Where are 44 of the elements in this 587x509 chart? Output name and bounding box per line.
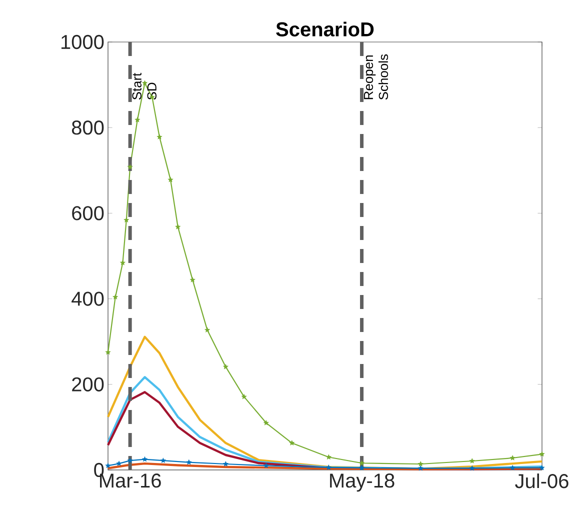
- point: [112, 294, 118, 300]
- point: [142, 80, 148, 86]
- point: [539, 464, 545, 470]
- point: [263, 462, 270, 468]
- point: [175, 224, 181, 230]
- point: [105, 349, 111, 355]
- point: [510, 464, 516, 470]
- point: [418, 465, 424, 471]
- point: [160, 458, 166, 463]
- point: [289, 440, 295, 446]
- point: [469, 458, 475, 464]
- point: [186, 459, 192, 465]
- y-tick-label: 1000: [62, 34, 104, 50]
- ref-line-label: Reopen Schools: [364, 54, 388, 100]
- x-tick-label: May-18: [330, 474, 394, 492]
- point: [358, 464, 365, 470]
- y-tick-label: 200: [72, 377, 104, 392]
- point: [168, 176, 174, 182]
- point: [134, 116, 140, 122]
- point: [358, 460, 365, 466]
- point: [418, 460, 424, 466]
- y-tick-label: 600: [72, 206, 104, 220]
- point: [190, 276, 196, 282]
- point: [222, 460, 229, 466]
- point: [142, 456, 148, 462]
- line-series: [106, 336, 544, 470]
- point: [539, 451, 545, 457]
- point: [127, 458, 133, 463]
- ref-line-label: Start SD: [132, 72, 156, 100]
- point: [326, 454, 332, 460]
- point: [263, 420, 270, 426]
- point: [469, 465, 475, 471]
- y-tick-label: 400: [72, 292, 104, 306]
- y-tick-label: 800: [72, 120, 104, 135]
- point: [204, 327, 210, 332]
- point: [127, 164, 133, 170]
- chart-title: ScenarioD: [276, 22, 374, 36]
- point: [326, 464, 332, 470]
- point: [156, 134, 162, 140]
- point: [510, 455, 516, 460]
- point: [222, 364, 229, 370]
- point: [105, 462, 111, 468]
- x-tick-label: Jul-06: [515, 474, 568, 488]
- point: [241, 394, 247, 400]
